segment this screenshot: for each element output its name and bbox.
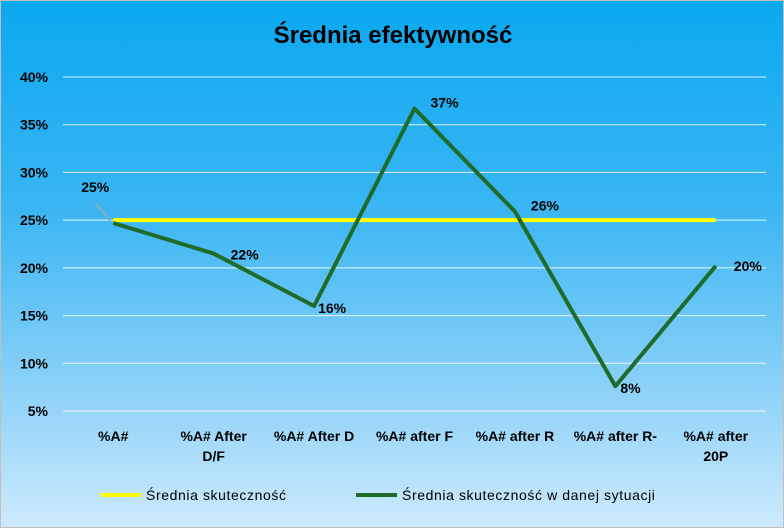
x-axis: %A# %A# After D/F %A# After D %A# after F %A#…: [98, 428, 749, 464]
legend: Średnia skuteczność Średnia skuteczność w…: [101, 486, 656, 503]
x-tick-label: %A# after R-: [574, 428, 658, 444]
x-tick-label: %A#: [98, 428, 129, 444]
x-tick-label: %A# after F: [376, 428, 453, 444]
y-axis: 5% 10% 15% 20% 25% 30% 35% 40%: [20, 69, 49, 419]
y-tick-label: 10%: [20, 355, 49, 371]
legend-label: Średnia skuteczność w danej sytuacji: [402, 486, 656, 503]
data-label: 26%: [531, 198, 560, 214]
data-label: 16%: [318, 300, 347, 316]
series-line-srednia-skutecznosc-w-danej-sytuacji: [112, 106, 718, 389]
data-label: 20%: [734, 258, 763, 274]
legend-label: Średnia skuteczność: [146, 486, 287, 503]
x-tick-label: %A# After D/F: [180, 428, 247, 464]
data-label: 8%: [620, 380, 641, 396]
y-tick-label: 30%: [20, 164, 49, 180]
data-label: 37%: [431, 94, 460, 110]
x-tick-label: %A# After D: [274, 428, 354, 444]
y-tick-label: 35%: [20, 117, 49, 133]
series-group: [112, 106, 718, 389]
y-tick-label: 40%: [20, 69, 49, 85]
data-label-leader-line: [94, 202, 111, 222]
chart-title: Średnia efektywność: [274, 21, 513, 49]
x-tick-label: %A# after 20P: [683, 428, 748, 464]
y-tick-label: 25%: [20, 212, 49, 228]
x-tick-label: %A# after R: [476, 428, 555, 444]
y-tick-label: 15%: [20, 308, 49, 324]
data-label: 22%: [231, 247, 260, 263]
data-labels: 25% 22% 16% 37% 26% 8% 20%: [81, 94, 762, 396]
data-label: 25%: [81, 179, 110, 195]
gridlines: [63, 76, 766, 412]
y-tick-label: 5%: [28, 403, 49, 419]
y-tick-label: 20%: [20, 260, 49, 276]
